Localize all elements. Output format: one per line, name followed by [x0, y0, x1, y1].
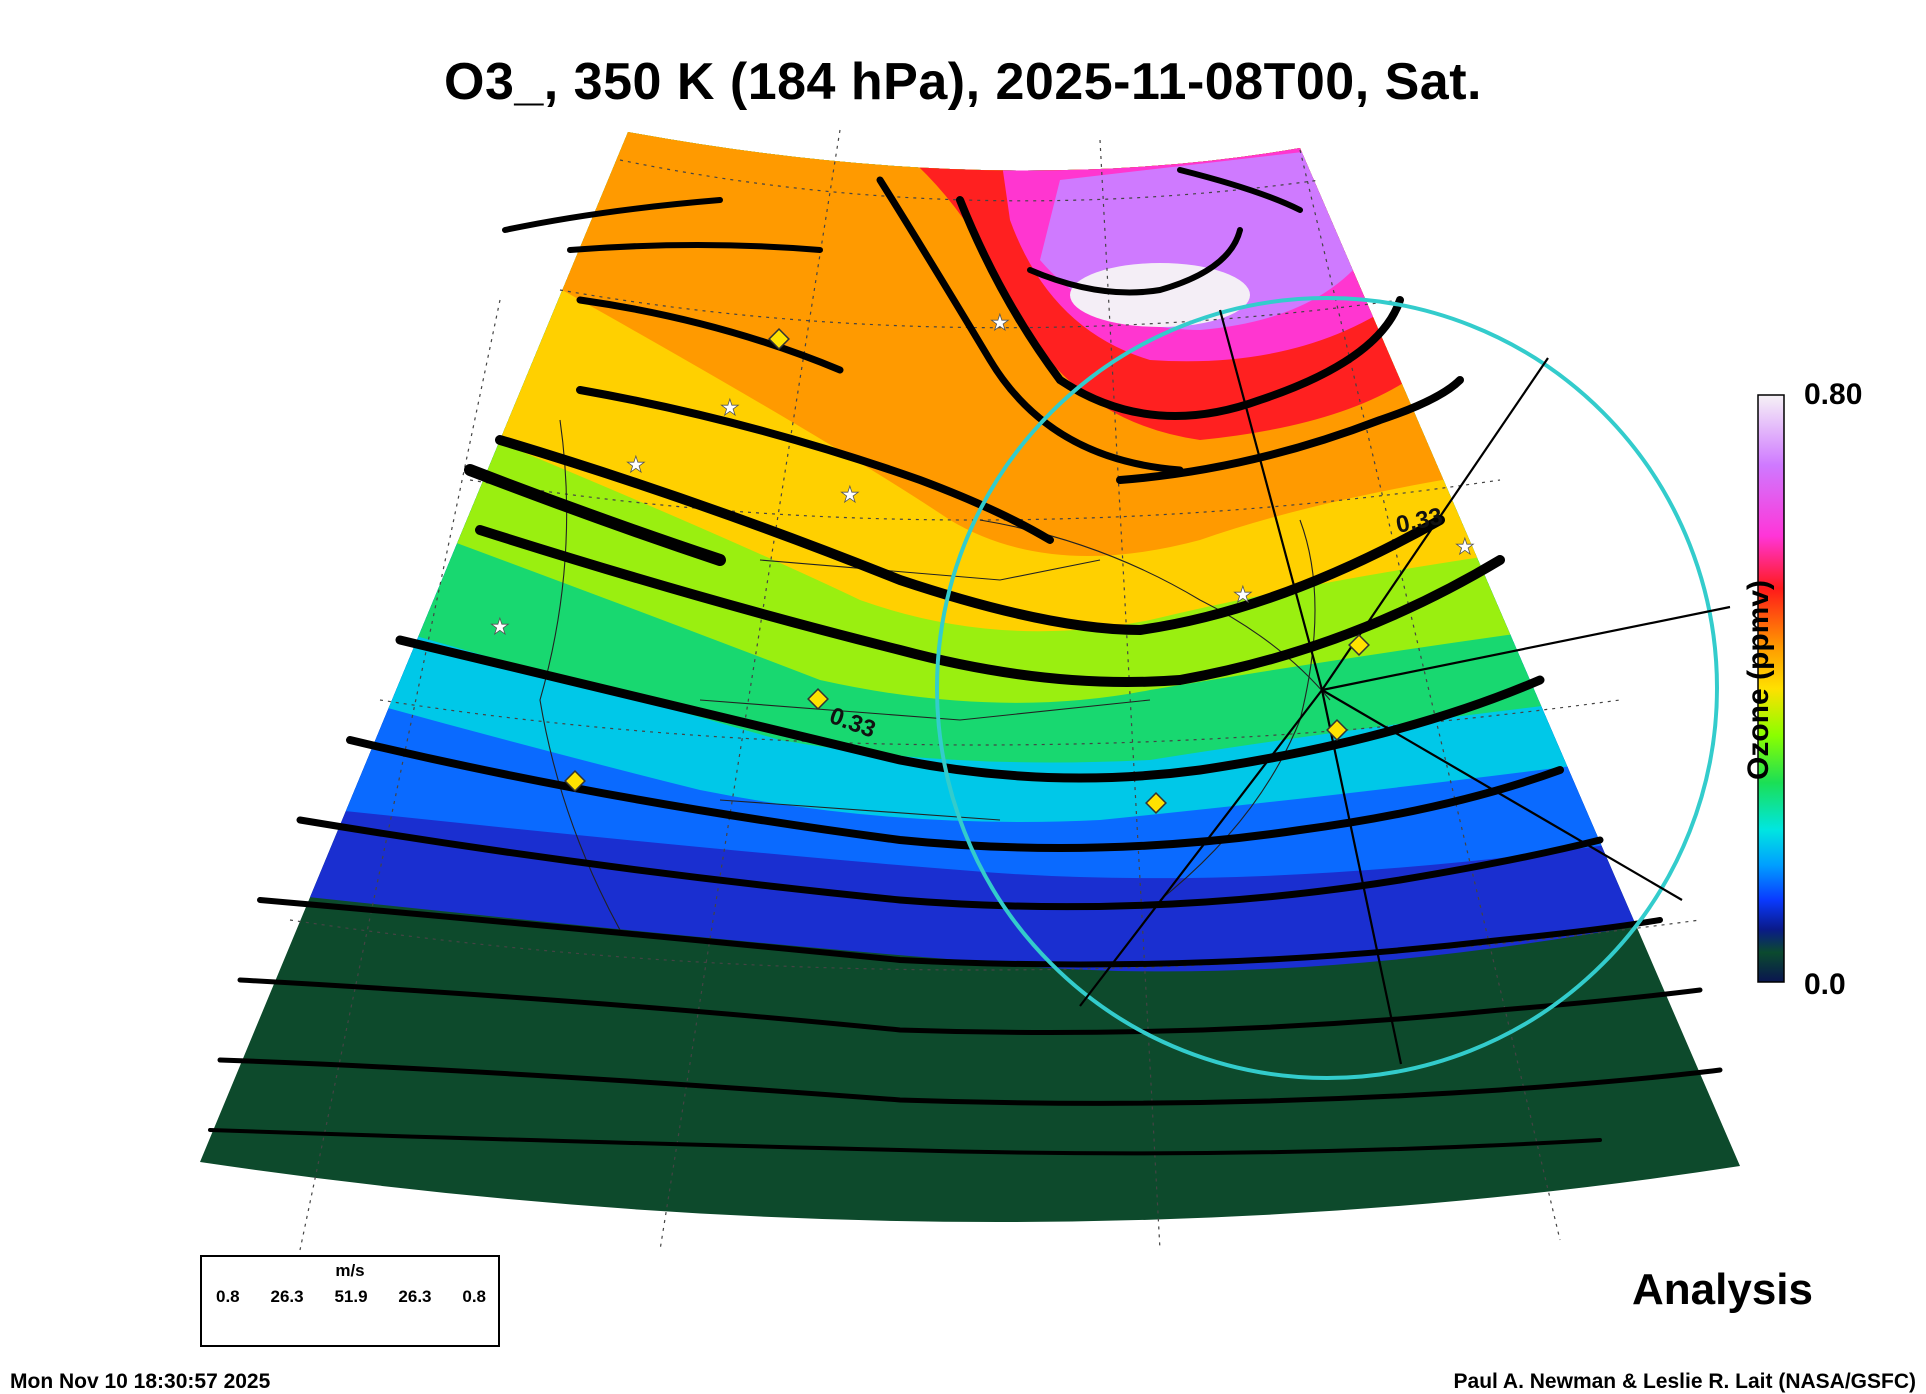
wind-streamlines	[208, 167, 1723, 1156]
station-star: ★	[990, 311, 1010, 336]
wind-legend-value: 51.9	[334, 1287, 368, 1306]
page-title: O3_, 350 K (184 hPa), 2025-11-08T00, Sat…	[444, 53, 1482, 111]
wind-speed-legend: m/s 0.8 26.3 51.9 26.3 0.8	[200, 1255, 500, 1347]
station-diamond	[564, 770, 586, 792]
wind-legend-value: 26.3	[398, 1287, 432, 1306]
range-rays	[1079, 309, 1731, 1065]
wind-legend-value: 0.8	[462, 1287, 486, 1306]
wind-legend-value: 0.8	[216, 1287, 240, 1306]
station-diamond	[1348, 634, 1370, 656]
station-star: ★	[720, 396, 740, 421]
station-diamond	[768, 328, 790, 350]
station-star: ★	[626, 453, 646, 478]
wind-legend-value: 26.3	[270, 1287, 304, 1306]
colorbar-min-label: 0.0	[1804, 968, 1846, 1001]
station-star: ★	[490, 615, 510, 640]
station-diamond	[807, 688, 829, 710]
station-diamond	[1145, 792, 1167, 814]
station-diamond	[1326, 719, 1348, 741]
footer-timestamp: Mon Nov 10 18:30:57 2025	[10, 1370, 271, 1393]
station-star: ★	[1233, 583, 1253, 608]
station-star: ★	[840, 483, 860, 508]
wind-legend-values: 0.8 26.3 51.9 26.3 0.8	[216, 1287, 486, 1307]
analysis-label: Analysis	[1632, 1265, 1813, 1314]
range-circle	[935, 296, 1719, 1080]
footer-credit: Paul A. Newman & Leslie R. Lait (NASA/GS…	[1453, 1370, 1916, 1393]
station-star: ★	[1455, 535, 1475, 560]
colorbar	[1757, 394, 1785, 983]
colorbar-max-label: 0.80	[1804, 378, 1863, 411]
wind-legend-unit: m/s	[335, 1261, 365, 1280]
station-markers: ★ ★ ★ ★ ★ ★ ★	[490, 311, 1475, 814]
analysis-circle-overlay	[935, 296, 1731, 1080]
colorbar-title: Ozone (ppmv)	[1742, 580, 1775, 780]
